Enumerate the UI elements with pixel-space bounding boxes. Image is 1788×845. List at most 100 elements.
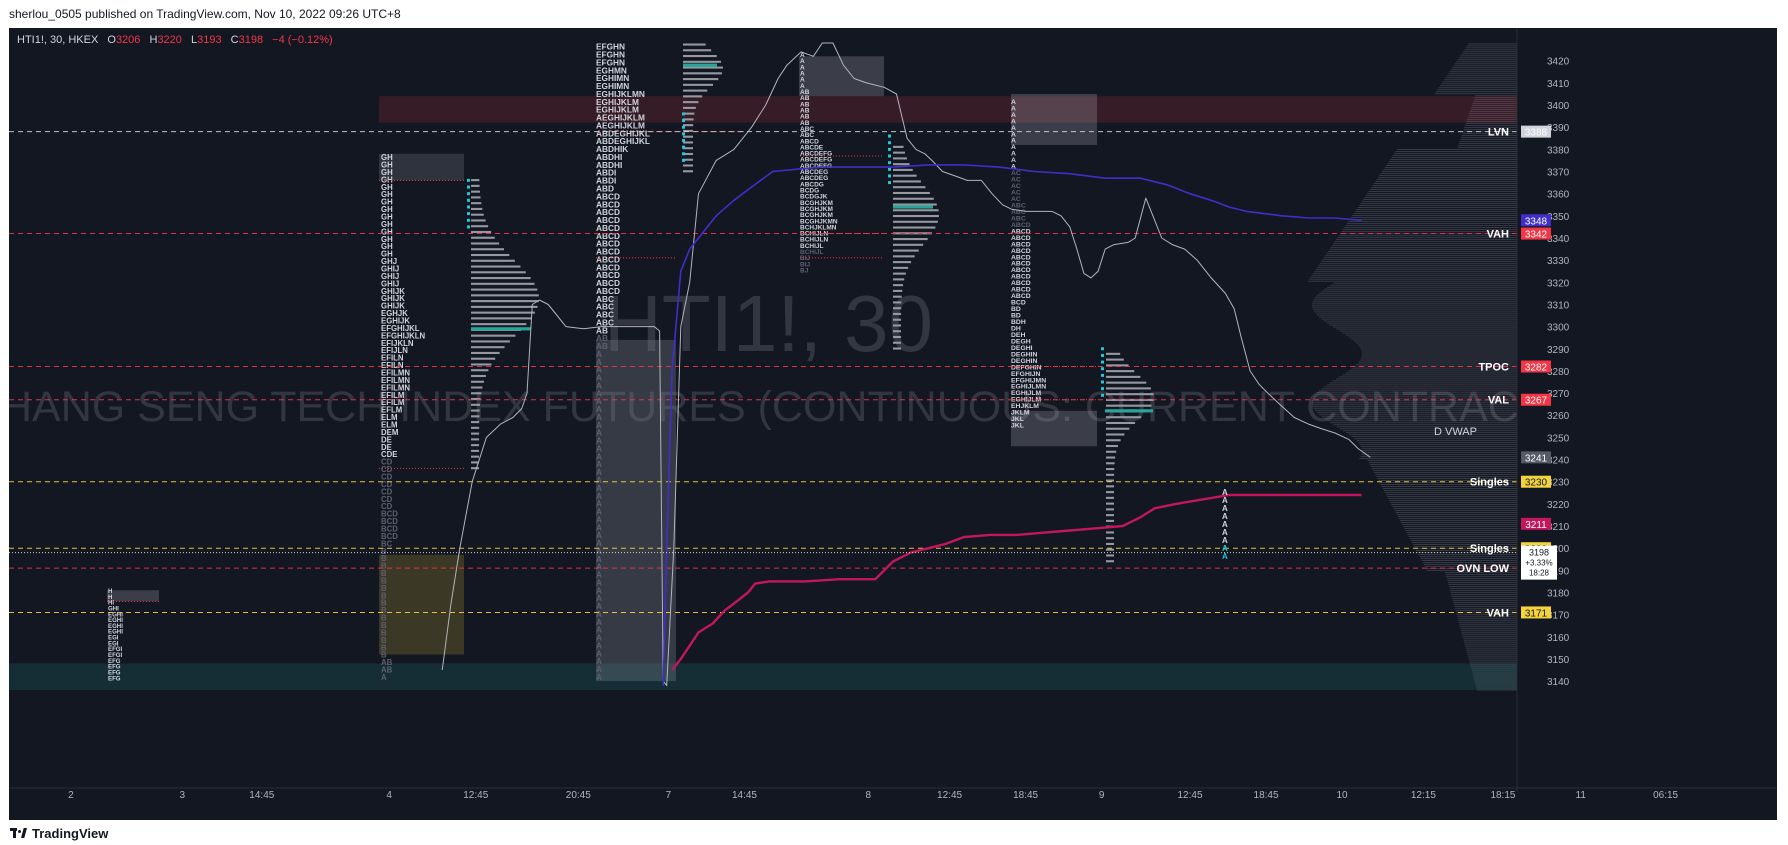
tpo-histogram-bar <box>1106 496 1115 499</box>
volume-profile-bar <box>1373 470 1517 472</box>
price-tick: 3310 <box>1547 300 1570 311</box>
volume-profile-bar <box>1474 681 1517 683</box>
volume-profile-bar <box>1416 550 1517 551</box>
tpo-row: GHJ <box>381 257 397 266</box>
tpo-histogram-bar <box>471 467 480 470</box>
tpo-row: A <box>596 388 602 398</box>
volume-profile-bar <box>1383 169 1517 170</box>
tpo-histogram-bar <box>1106 444 1118 448</box>
volume-profile-bar <box>1336 426 1517 428</box>
tpo-histogram-bar <box>683 89 708 92</box>
tpo-histogram-bar <box>471 386 483 389</box>
volume-profile-bar <box>1389 500 1517 501</box>
tpo-row: A <box>596 609 602 619</box>
tpo-row: A <box>596 467 602 477</box>
tpo-row: ABCD <box>1011 280 1031 287</box>
tpo-histogram-bar <box>471 380 484 383</box>
tpo-histogram-bar <box>471 455 480 458</box>
volume-profile-bar <box>1319 292 1517 294</box>
volume-profile-bar <box>1446 75 1517 77</box>
ib-marker <box>467 212 470 216</box>
tpo-row: A <box>800 64 805 71</box>
volume-profile-bar <box>1456 61 1517 63</box>
price-tick: 3220 <box>1547 500 1570 511</box>
tpo-row: AB <box>381 666 393 675</box>
tpo-histogram-bar <box>893 243 924 246</box>
ib-marker <box>467 178 470 182</box>
volume-profile-bar <box>1474 97 1517 99</box>
tpo-histogram-bar <box>893 289 903 292</box>
ib-marker <box>1101 347 1104 351</box>
volume-profile-bar <box>1321 290 1517 292</box>
tpo-histogram-bar <box>683 147 694 150</box>
tpo-row: DEH <box>1011 332 1025 339</box>
volume-profile-bar <box>1471 105 1517 107</box>
volume-profile-bar <box>1317 266 1517 268</box>
volume-profile-bar <box>1335 378 1517 380</box>
tpo-row: EFGHIJN <box>1011 371 1041 378</box>
volume-profile-bar <box>1414 546 1517 547</box>
volume-profile-bar <box>1375 181 1517 182</box>
tpo-row: ABC <box>1011 215 1026 222</box>
volume-profile-bar <box>1363 199 1517 200</box>
tpo-row: GH <box>381 227 393 236</box>
volume-profile-bar <box>1468 115 1517 117</box>
tpo-row: BJ <box>800 268 809 275</box>
tpo-row: AC <box>1011 183 1021 190</box>
volume-profile-bar <box>1383 490 1517 491</box>
tpo-histogram-bar <box>471 397 481 401</box>
volume-profile-bar <box>1377 177 1517 178</box>
volume-profile-bar <box>1452 597 1517 599</box>
volume-profile-bar <box>1360 456 1517 458</box>
tpo-row: ABCD <box>1011 235 1031 242</box>
time-tick: 8 <box>865 790 871 801</box>
tpo-histogram-bar <box>683 95 703 98</box>
volume-profile-bar <box>1342 374 1517 376</box>
tpo-histogram-bar <box>471 196 481 199</box>
tpo-row: ABCD <box>596 262 620 272</box>
tpo-row: ABCD <box>1011 241 1031 248</box>
volume-profile-bar <box>1468 657 1517 659</box>
price-tick: 3300 <box>1547 323 1570 334</box>
chart-area[interactable]: HTI1!, 30 HANG SENG TECH INDEX FUTURES (… <box>9 28 1777 820</box>
tpo-histogram-bar <box>893 255 915 258</box>
volume-profile-bar <box>1450 69 1517 71</box>
volume-profile-bar <box>1376 476 1517 478</box>
volume-profile-bar <box>1437 89 1517 91</box>
price-tick: 3140 <box>1547 677 1570 688</box>
tpo-histogram-bar <box>1106 491 1115 494</box>
tpo-histogram-bar <box>893 341 902 344</box>
tpo-histogram-bar <box>1106 381 1147 384</box>
ib-marker <box>682 125 685 129</box>
time-tick: 9 <box>1099 790 1105 801</box>
volume-profile-bar <box>1318 316 1517 318</box>
tpo-row: ABDHIK <box>596 144 628 154</box>
tpo-row: EGHIJKLM <box>596 105 639 115</box>
volume-profile-bar <box>1327 286 1517 288</box>
tpo-row: B <box>381 569 387 578</box>
price-chart[interactable]: HHHIGHIEGHIEGHIEGHIEGHIEGIEGIEFGIEFGIEFG… <box>9 28 1777 820</box>
volume-profile-bar <box>1319 414 1517 416</box>
volume-profile-bar <box>1326 322 1517 324</box>
tpo-row: B <box>381 636 387 645</box>
time-axis-bg <box>9 788 1777 820</box>
volume-profile-bar <box>1445 571 1517 573</box>
volume-profile-bar <box>1333 242 1517 244</box>
tpo-histogram-bar <box>893 209 939 212</box>
volume-profile-bar <box>1472 103 1517 105</box>
tpo-row: A <box>596 530 602 540</box>
tpo-row: AB <box>800 120 810 127</box>
tpo-row: ABCD <box>1011 254 1031 261</box>
tradingview-logo[interactable]: TradingView <box>10 825 108 841</box>
volume-profile-bar <box>1420 557 1517 559</box>
volume-profile-bar <box>1314 270 1517 272</box>
legend-close: 3198 <box>238 34 264 46</box>
tpo-histogram-bar <box>1106 462 1115 465</box>
tpo-row: B <box>381 547 387 556</box>
tpo-histogram-bar <box>683 112 695 115</box>
tpo-row: BCHIJLN <box>800 237 828 244</box>
volume-profile-bar <box>1442 81 1517 83</box>
tpo-row: B <box>381 576 387 585</box>
volume-profile-bar <box>1464 127 1517 129</box>
volume-profile-bar <box>1345 224 1517 226</box>
